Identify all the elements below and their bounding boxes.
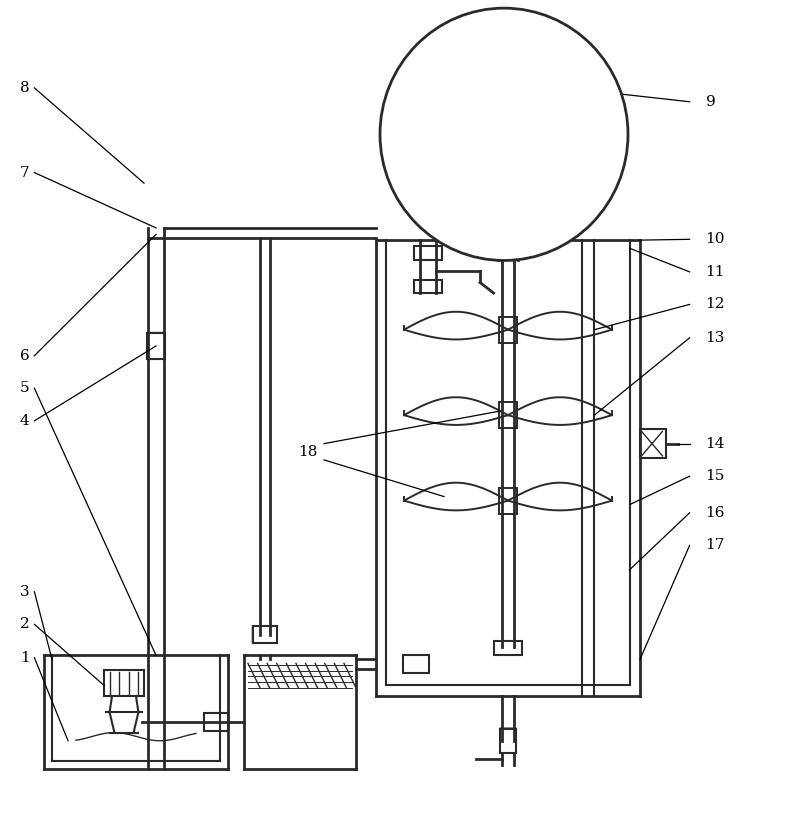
Polygon shape [147, 346, 165, 359]
Bar [147, 333, 165, 359]
Polygon shape [265, 627, 277, 643]
Polygon shape [204, 713, 216, 731]
Text: 16: 16 [706, 505, 725, 520]
Polygon shape [403, 655, 416, 673]
Bar [204, 713, 228, 731]
Text: 5: 5 [20, 381, 30, 396]
Bar [253, 627, 277, 643]
Text: 17: 17 [706, 538, 725, 553]
Text: 14: 14 [706, 436, 725, 451]
Text: 11: 11 [706, 265, 725, 279]
Bar [414, 246, 442, 260]
Polygon shape [499, 741, 517, 753]
Text: 8: 8 [20, 81, 30, 95]
Text: 2: 2 [20, 617, 30, 632]
Text: 9: 9 [706, 94, 715, 109]
Text: 10: 10 [706, 232, 725, 247]
Polygon shape [216, 713, 228, 731]
Polygon shape [416, 655, 429, 673]
Bar [104, 670, 144, 696]
Polygon shape [499, 729, 517, 741]
Text: 1: 1 [20, 650, 30, 665]
Bar [499, 729, 517, 753]
Text: 13: 13 [706, 330, 725, 345]
Text: 6: 6 [20, 348, 30, 363]
Text: 3: 3 [20, 584, 30, 599]
Text: 18: 18 [298, 444, 318, 459]
Bar [494, 224, 522, 240]
Bar [414, 280, 442, 293]
Bar [499, 488, 517, 514]
Bar [640, 429, 666, 458]
Text: 4: 4 [20, 414, 30, 428]
Text: 12: 12 [706, 297, 725, 312]
Text: 15: 15 [706, 469, 725, 484]
Bar [499, 317, 517, 343]
Polygon shape [253, 627, 265, 643]
Polygon shape [147, 333, 165, 346]
Bar [403, 655, 429, 673]
Bar [494, 641, 522, 655]
Circle shape [380, 8, 628, 260]
Text: 7: 7 [20, 165, 30, 180]
Bar [499, 402, 517, 428]
